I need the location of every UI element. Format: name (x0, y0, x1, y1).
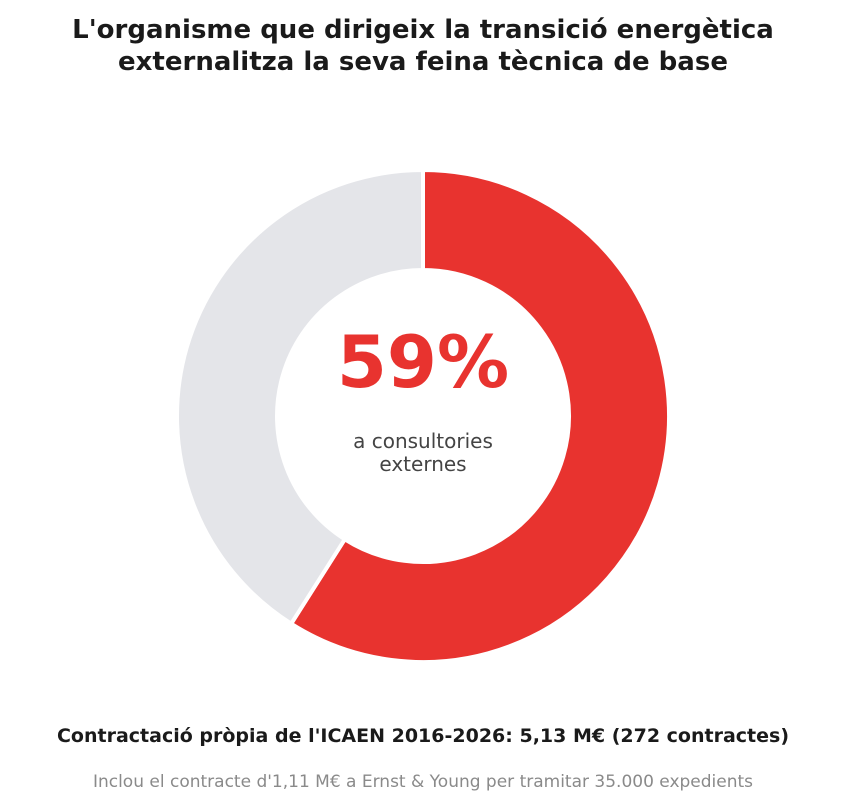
donut-slice-1 (175, 167, 425, 627)
donut-slices (175, 167, 671, 664)
footer-note: Inclou el contracte d'1,11 M€ a Ernst & … (92, 772, 754, 792)
center-label-line-1: a consultories (353, 429, 493, 453)
donut-slice-0 (288, 167, 671, 664)
center-value: 59% (337, 320, 509, 404)
chart-title-line-1: L'organisme que dirigeix la transició en… (72, 15, 774, 45)
center-label-line-2: externes (379, 452, 466, 476)
footer-summary: Contractació pròpia de l'ICAEN 2016-2026… (56, 725, 790, 747)
chart-title: L'organisme que dirigeix la transició en… (0, 14, 846, 78)
chart-title-line-2: externalitza la seva feina tècnica de ba… (118, 47, 728, 77)
